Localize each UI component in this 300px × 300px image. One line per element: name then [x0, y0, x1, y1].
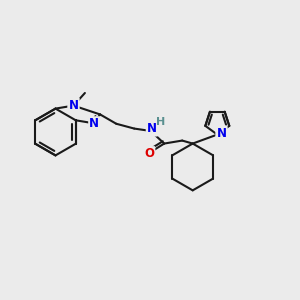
Text: H: H: [156, 117, 165, 127]
Text: N: N: [217, 127, 226, 140]
Text: N: N: [68, 98, 79, 112]
Text: N: N: [147, 122, 157, 135]
Text: O: O: [144, 147, 154, 160]
Text: N: N: [89, 117, 99, 130]
